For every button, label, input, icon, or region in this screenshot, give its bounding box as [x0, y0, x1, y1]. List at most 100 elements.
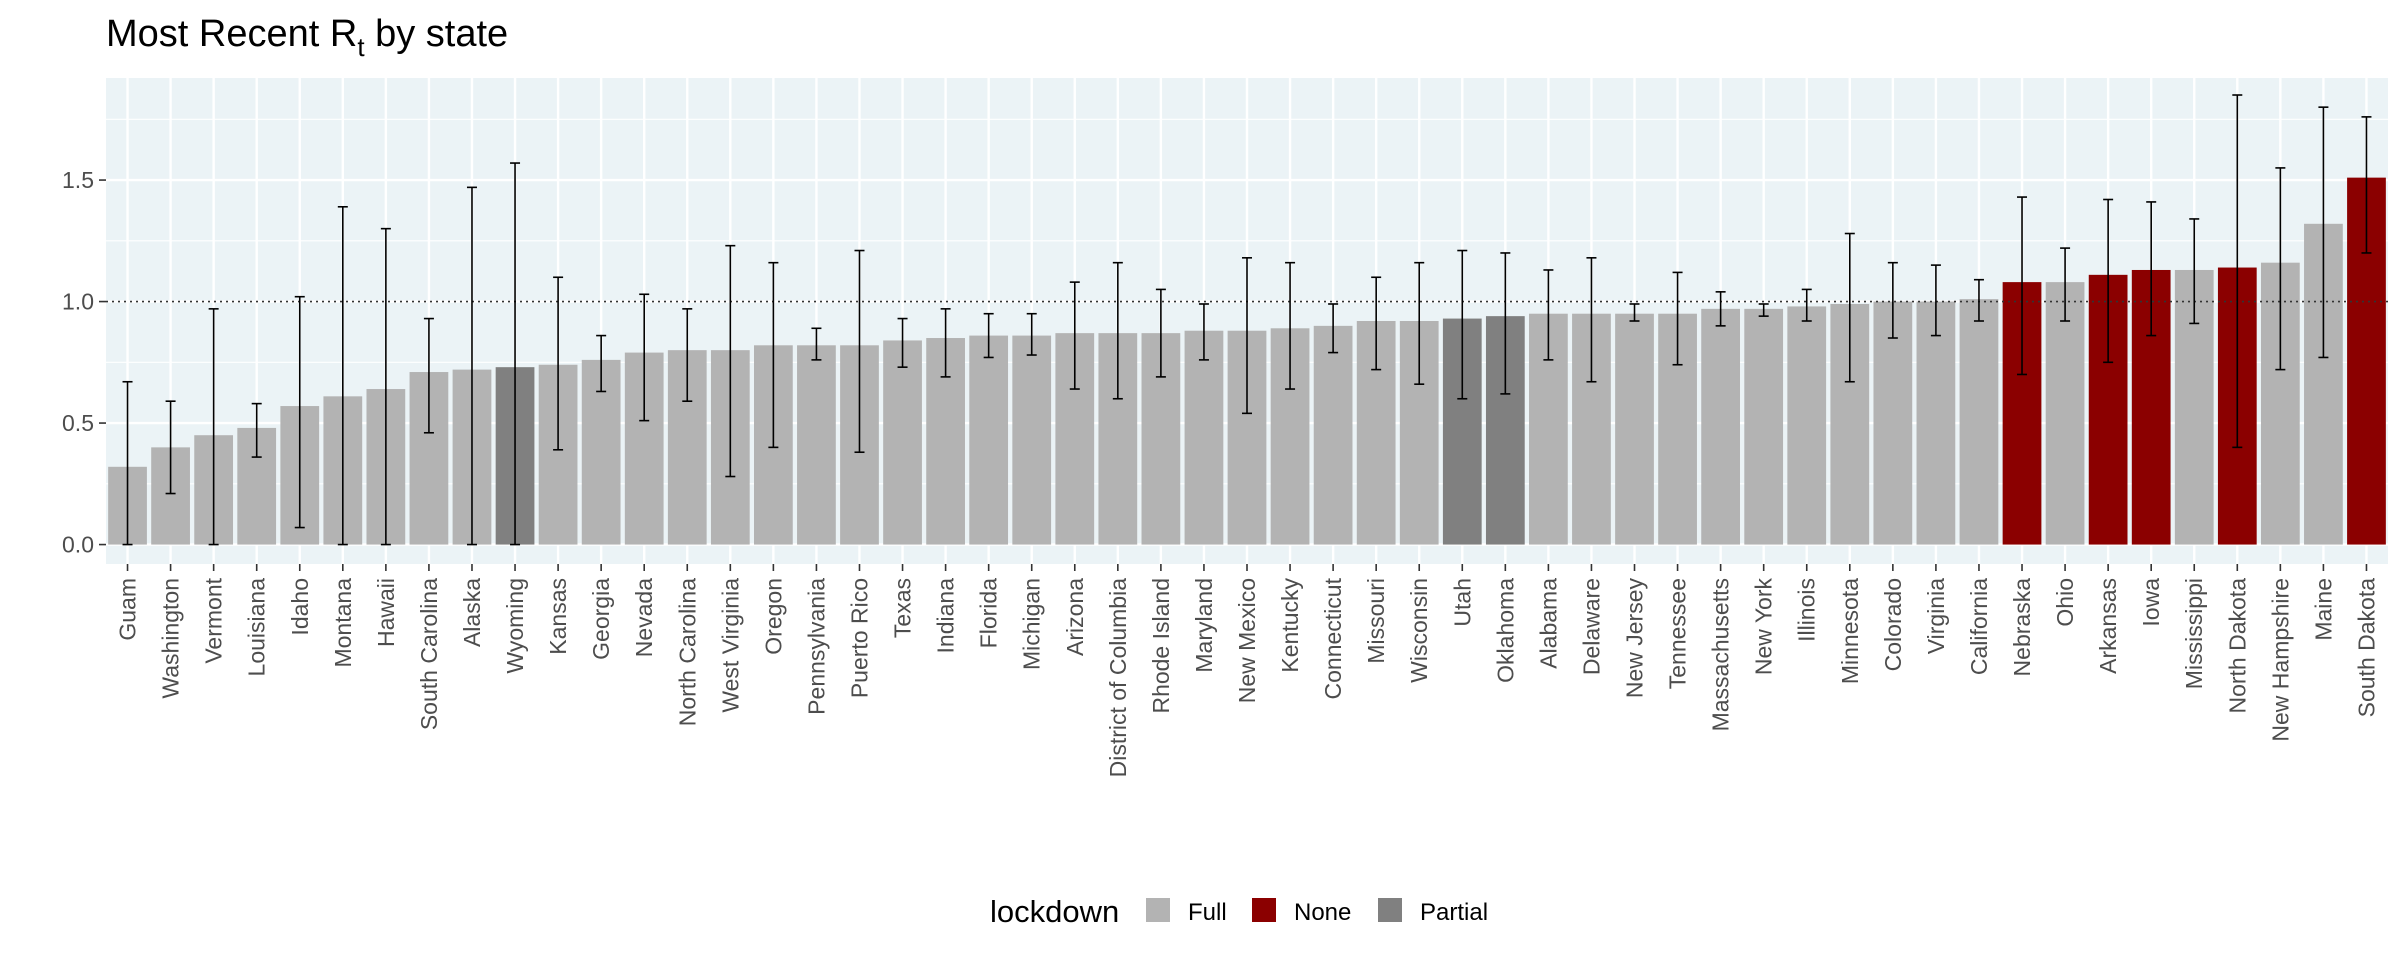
x-tick-label: Maryland	[1191, 578, 1217, 673]
y-tick-label: 0.5	[62, 410, 94, 436]
bar-virginia	[1916, 301, 1956, 545]
x-tick-label: Connecticut	[1320, 577, 1346, 699]
error-bar	[1198, 303, 1209, 361]
legend: lockdown Full None Partial	[990, 894, 1488, 929]
x-tick-label: Oklahoma	[1492, 578, 1518, 683]
x-tick-label: Florida	[976, 578, 1002, 649]
error-bar	[466, 186, 477, 546]
x-tick-label: South Carolina	[416, 578, 442, 730]
y-axis: 0.0 0.5 1.0 1.5	[62, 167, 106, 558]
error-bar	[1069, 281, 1080, 390]
x-tick-label: Kansas	[545, 578, 571, 655]
error-bar	[2361, 116, 2372, 254]
error-bar	[2060, 247, 2071, 322]
legend-key-partial	[1378, 898, 1402, 922]
x-tick-label: South Dakota	[2353, 578, 2379, 718]
error-bar	[1629, 303, 1640, 322]
x-tick-label: Massachusetts	[1708, 578, 1734, 731]
error-bar	[1242, 257, 1252, 415]
error-bar	[897, 317, 908, 368]
x-tick-label: Louisiana	[244, 578, 270, 677]
bar-california	[1959, 299, 1999, 545]
x-tick-label: Arizona	[1062, 578, 1088, 656]
x-tick-label: Virginia	[1923, 578, 1949, 654]
chart-title: Most Recent Rt by state	[106, 13, 508, 62]
x-tick-label: Alaska	[459, 578, 485, 647]
error-bar	[1758, 303, 1769, 317]
legend-key-none	[1252, 898, 1276, 922]
error-bar	[811, 327, 822, 361]
y-tick-label: 1.5	[62, 167, 94, 193]
bar-ohio	[2045, 282, 2085, 545]
bar-maryland	[1184, 330, 1224, 545]
error-bar	[1026, 312, 1037, 356]
x-tick-label: New Mexico	[1234, 578, 1260, 703]
error-bar	[1112, 261, 1123, 400]
x-axis: Guam Washington Vermont Louisiana Idaho Monta…	[115, 564, 2379, 777]
error-bar	[639, 293, 650, 422]
legend-label-none: None	[1294, 899, 1351, 926]
error-bar	[1844, 232, 1855, 383]
error-bar	[2275, 167, 2286, 371]
error-bar	[1371, 276, 1382, 371]
legend-label-partial: Partial	[1420, 899, 1488, 926]
error-bar	[1586, 257, 1597, 383]
error-bar	[682, 308, 693, 402]
error-bar	[1500, 252, 1511, 395]
error-bar	[1457, 249, 1468, 400]
x-tick-label: North Dakota	[2224, 578, 2250, 714]
error-bar	[2146, 201, 2157, 337]
x-tick-label: Alabama	[1535, 578, 1561, 669]
error-bar	[208, 308, 219, 546]
x-tick-label: North Carolina	[674, 578, 700, 726]
error-bar	[2103, 198, 2114, 364]
error-bar	[1672, 271, 1683, 366]
error-bar	[1973, 278, 1984, 322]
bar-florida	[969, 335, 1009, 545]
legend-key-full	[1146, 898, 1170, 922]
x-tick-label: New Hampshire	[2267, 578, 2293, 742]
bar-massachusetts	[1701, 308, 1740, 545]
error-bar	[337, 205, 348, 546]
error-bar	[1930, 264, 1941, 337]
y-tick-label: 1.0	[62, 289, 94, 315]
bar-colorado	[1873, 301, 1913, 545]
error-bar	[1285, 261, 1296, 390]
error-bar	[940, 308, 951, 378]
chart-title-subscript: t	[357, 32, 365, 62]
x-tick-label: Utah	[1449, 578, 1475, 627]
error-bar	[768, 261, 779, 449]
x-tick-label: Iowa	[2138, 578, 2164, 627]
x-tick-label: Hawaii	[373, 578, 399, 647]
x-tick-label: Georgia	[588, 578, 614, 660]
x-tick-label: California	[1966, 578, 1992, 675]
legend-title: lockdown	[990, 894, 1119, 929]
error-bar	[2017, 196, 2028, 376]
error-bar	[1543, 269, 1554, 361]
x-tick-label: Idaho	[287, 578, 313, 636]
x-tick-label: Oregon	[760, 578, 786, 655]
x-tick-label: West Virginia	[717, 578, 743, 713]
x-tick-label: Washington	[158, 578, 184, 699]
x-tick-label: Indiana	[933, 578, 959, 654]
error-bar	[854, 249, 865, 454]
error-bar	[1715, 291, 1726, 327]
x-tick-label: Montana	[330, 578, 356, 668]
x-tick-label: Ohio	[2052, 578, 2078, 627]
error-bar	[1155, 288, 1166, 378]
bar-michigan	[1012, 335, 1052, 545]
x-tick-label: Arkansas	[2095, 578, 2121, 674]
error-bar	[122, 380, 133, 546]
x-tick-label: Nevada	[631, 578, 657, 657]
error-bar	[596, 334, 607, 393]
error-bar	[1328, 303, 1339, 354]
error-bar	[510, 162, 521, 546]
x-tick-label: Illinois	[1794, 578, 1820, 642]
x-tick-label: Kentucky	[1277, 578, 1303, 673]
chart-title-rest: by state	[365, 13, 509, 55]
x-tick-label: Missouri	[1363, 578, 1389, 664]
x-tick-label: Maine	[2310, 578, 2336, 641]
x-tick-label: Mississippi	[2181, 578, 2207, 689]
